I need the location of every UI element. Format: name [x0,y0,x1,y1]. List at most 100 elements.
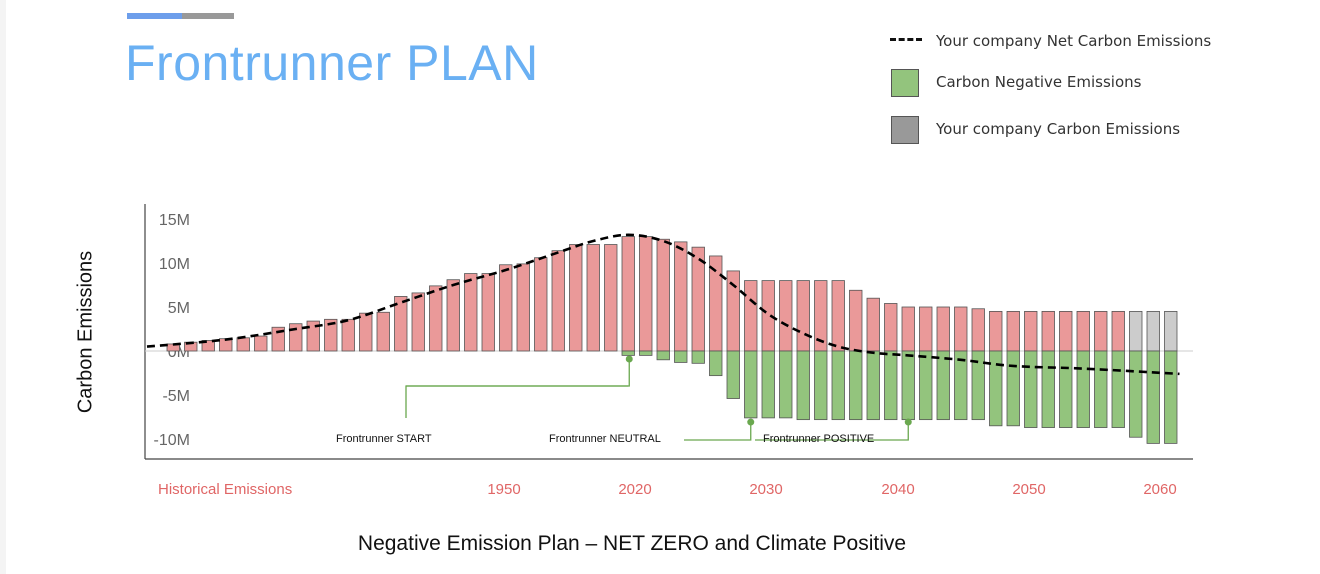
emission-bar [884,303,898,352]
emission-bar [499,264,513,352]
x-tick-label: 2060 [1143,481,1176,498]
negative-emission-bar [674,350,688,363]
accent-blue-segment [127,13,182,19]
legend-label: Your company Carbon Emissions [936,120,1181,138]
negative-emission-bar [761,350,775,419]
emission-bar [586,244,600,352]
x-tick-label: 2030 [749,481,782,498]
emission-bar [1006,310,1020,352]
emission-bar [324,318,338,352]
negative-emission-bar [866,350,880,421]
negative-emission-bar [779,350,793,419]
legend-green-swatch [891,69,919,97]
milestone-positive-end-marker [904,418,912,426]
accent-gray-segment [182,13,234,19]
emission-bar [359,312,373,352]
emission-bar [1129,310,1143,352]
milestone-positive-connector [684,422,752,441]
negative-emission-bar [884,350,898,421]
emission-bar [796,280,810,352]
emission-bar [429,285,443,352]
emission-bar [481,273,495,352]
milestone-label: Frontrunner NEUTRAL [549,433,661,445]
milestone-positive-marker [747,418,755,426]
legend-dashed-line-swatch [890,38,922,41]
x-tick-label: 2050 [1012,481,1045,498]
emission-bar [464,273,478,352]
emission-bar [1146,310,1160,352]
emission-bar [831,280,845,352]
emission-bar [341,318,355,352]
emission-bar [849,289,863,352]
milestone-start-connector [405,385,629,418]
negative-emission-bar [691,350,705,364]
x-tick-label: 2020 [618,481,651,498]
emission-bar [1076,310,1090,352]
emission-bar [936,306,950,352]
title-accent-bar [127,13,234,19]
negative-emission-bar [814,350,828,421]
negative-emission-bar [1111,350,1125,428]
x-tick-label: 2040 [881,481,914,498]
emission-bar [639,236,653,352]
negative-emission-bar [639,350,653,356]
emission-bar [744,280,758,352]
emission-bar [271,326,285,352]
emission-bar [516,263,530,352]
legend-item-company-emissions: Your company Carbon Emissions [890,116,1310,146]
legend-label: Carbon Negative Emissions [936,73,1142,91]
negative-emission-bar [971,350,985,421]
emission-bar [201,340,215,352]
milestone-neutral-marker [625,355,633,363]
negative-emission-bar [1041,350,1055,428]
negative-emission-bar [709,350,723,377]
emission-bar [306,320,320,352]
emission-bar [569,244,583,352]
negative-emission-bar [621,350,635,356]
legend-gray-swatch [891,116,919,144]
negative-emission-bar [954,350,968,421]
emission-bar [726,270,740,352]
negative-emission-bar [1129,350,1143,438]
x-tick-label: Historical Emissions [158,481,292,498]
x-tick-label: 1950 [487,481,520,498]
emission-bar [919,306,933,352]
emission-bar [1094,310,1108,352]
y-tick-label: -5M [162,388,190,405]
emission-bar [779,280,793,352]
emission-bar [1111,310,1125,352]
emission-bar [621,236,635,352]
negative-emission-bar [989,350,1003,427]
y-tick-label: 5M [168,300,190,317]
negative-emission-bar [726,350,740,399]
legend-item-net-emissions: Your company Net Carbon Emissions [890,28,1310,58]
emission-bar [1059,310,1073,352]
page-title: Frontrunner PLAN [125,35,539,91]
negative-emission-bar [656,350,670,361]
emission-bar [551,250,565,352]
milestone-positive-end-connector [755,422,909,441]
emission-bar [1041,310,1055,352]
emission-bar [656,238,670,352]
negative-emission-bar [1006,350,1020,427]
net-emissions-line [146,233,1180,376]
negative-emission-bar [1164,350,1178,444]
legend-item-negative-emissions: Carbon Negative Emissions [890,69,1310,99]
milestone-label: Frontrunner START [336,433,432,445]
emission-bar [254,335,268,352]
emission-bar [989,310,1003,352]
negative-emission-bar [1146,350,1160,444]
negative-emission-bar [831,350,845,421]
negative-emission-bar [936,350,950,421]
emission-bar [901,306,915,352]
emission-bar [446,279,460,352]
emission-bar [1024,310,1038,352]
emission-bar [376,311,390,352]
emission-bar [954,306,968,352]
emission-bar [971,308,985,352]
y-tick-label: 10M [159,256,190,273]
emission-bar [604,244,618,352]
negative-emission-bar [919,350,933,421]
emission-bar [674,241,688,352]
